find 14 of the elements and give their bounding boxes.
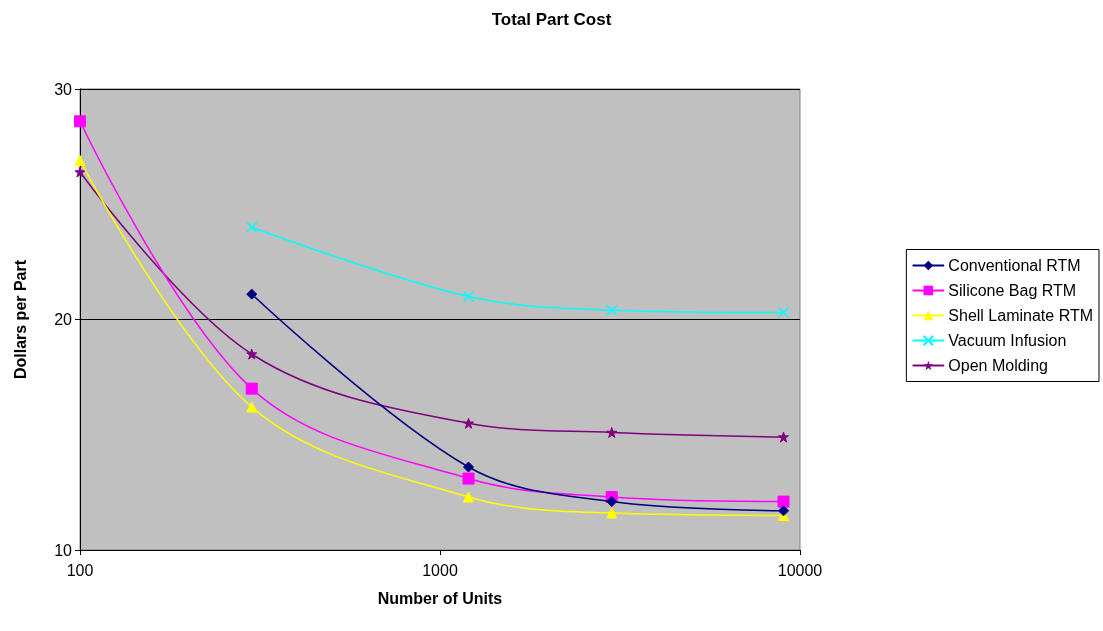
legend-label: Shell Laminate RTM — [948, 307, 1093, 324]
y-axis-title: Dollars per Part — [11, 259, 29, 380]
legend-label: Silicone Bag RTM — [948, 282, 1077, 299]
x-tick-label: 10000 — [777, 561, 823, 579]
legend-label: Open Molding — [948, 357, 1048, 374]
legend-label: Vacuum Infusion — [948, 332, 1067, 349]
y-tick-label: 20 — [54, 311, 73, 328]
x-axis-title: Number of Units — [377, 589, 503, 607]
legend-label: Conventional RTM — [948, 257, 1081, 274]
x-tick-label: 1000 — [422, 561, 458, 579]
x-tick-label: 100 — [66, 561, 94, 579]
y-tick-label: 10 — [54, 541, 73, 559]
chart-title: Total Part Cost — [491, 10, 612, 29]
y-tick-label: 30 — [54, 80, 73, 98]
